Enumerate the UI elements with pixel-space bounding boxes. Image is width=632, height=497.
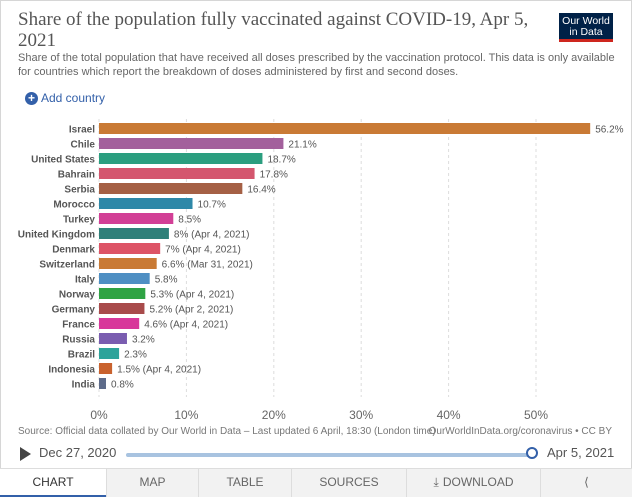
bar (99, 363, 113, 374)
bar (99, 213, 174, 224)
source-note: Source: Official data collated by Our Wo… (18, 426, 436, 437)
bar (99, 153, 263, 164)
site-link[interactable]: OurWorldInData.org/coronavirus • CC BY (428, 426, 612, 437)
category-label: Italy (75, 275, 95, 286)
bar (99, 258, 157, 269)
category-label: United Kingdom (18, 230, 95, 241)
chart-subtitle: Share of the total population that have … (18, 52, 615, 78)
x-tick-label: 20% (262, 408, 286, 422)
value-label: 10.7% (198, 200, 226, 211)
plus-circle-icon: + (25, 91, 38, 105)
timeline: Dec 27, 2020 Apr 5, 2021 (0, 444, 632, 464)
x-tick-label: 30% (349, 408, 373, 422)
category-label: Norway (59, 290, 96, 301)
category-label: Denmark (52, 245, 95, 256)
bar (99, 348, 120, 359)
value-label: 8% (Apr 4, 2021) (174, 230, 250, 241)
logo-line-1: Our World (562, 15, 610, 27)
value-label: 6.6% (Mar 31, 2021) (162, 260, 253, 271)
chart-title: Share of the population fully vaccinated… (18, 9, 529, 51)
category-label: Israel (69, 125, 95, 136)
timeline-end-label: Apr 5, 2021 (547, 445, 615, 460)
value-label: 21.1% (288, 140, 316, 151)
bar (99, 378, 106, 389)
bar (99, 183, 243, 194)
value-label: 7% (Apr 4, 2021) (165, 245, 241, 256)
category-label: Russia (62, 335, 95, 346)
category-label: India (72, 380, 96, 391)
x-tick-label: 50% (524, 408, 548, 422)
value-label: 4.6% (Apr 4, 2021) (144, 320, 228, 331)
timeline-handle[interactable] (526, 447, 538, 459)
tab-download[interactable]: ⤓ DOWNLOAD (406, 469, 540, 497)
download-icon: ⤓ (433, 475, 439, 489)
bar (99, 138, 284, 149)
value-label: 18.7% (267, 155, 295, 166)
bar (99, 243, 161, 254)
bar (99, 168, 255, 179)
value-label: 5.3% (Apr 4, 2021) (150, 290, 234, 301)
category-label: Indonesia (48, 365, 95, 376)
value-label: 56.2% (595, 125, 623, 136)
category-label: Turkey (63, 215, 95, 226)
value-label: 17.8% (260, 170, 288, 181)
category-label: Bahrain (58, 170, 95, 181)
bar (99, 123, 591, 134)
value-label: 2.3% (124, 350, 147, 361)
category-label: Serbia (64, 185, 95, 196)
category-label: Brazil (68, 350, 95, 361)
category-label: Chile (71, 140, 96, 151)
add-country-button[interactable]: + Add country (25, 91, 105, 105)
bar (99, 288, 146, 299)
x-tick-label: 40% (437, 408, 461, 422)
play-icon[interactable] (20, 447, 31, 461)
logo-line-2: in Data (569, 26, 603, 38)
bar-chart: 0% 10% 20% 30% 40% 50% Israel 56.2% Chile 21.1% Un… (18, 119, 624, 422)
category-label: Morocco (53, 200, 95, 211)
owid-logo[interactable]: Our World in Data (559, 13, 613, 42)
bar (99, 273, 150, 284)
category-label: Germany (52, 305, 96, 316)
timeline-track[interactable] (126, 453, 531, 457)
bar (99, 333, 127, 344)
category-label: France (62, 320, 95, 331)
tab-chart[interactable]: CHART (0, 469, 106, 497)
value-label: 16.4% (247, 185, 275, 196)
timeline-start-label: Dec 27, 2020 (39, 445, 117, 460)
x-tick-label: 10% (174, 408, 198, 422)
value-label: 8.5% (178, 215, 201, 226)
tab-download-label: DOWNLOAD (442, 475, 514, 489)
value-label: 3.2% (132, 335, 155, 346)
bar (99, 318, 140, 329)
tab-bar: CHART MAP TABLE SOURCES ⤓ DOWNLOAD ⟨ (0, 468, 632, 497)
bar (99, 228, 169, 239)
tab-map[interactable]: MAP (106, 469, 198, 497)
tab-sources[interactable]: SOURCES (291, 469, 406, 497)
share-icon: ⟨ (584, 475, 589, 489)
tab-table[interactable]: TABLE (198, 469, 291, 497)
add-country-label: Add country (41, 91, 106, 105)
category-label: United States (31, 155, 95, 166)
value-label: 5.2% (Apr 2, 2021) (149, 305, 233, 316)
value-label: 5.8% (155, 275, 178, 286)
x-tick-label: 0% (90, 408, 108, 422)
value-label: 0.8% (111, 380, 134, 391)
share-button[interactable]: ⟨ (540, 469, 632, 497)
bar (99, 303, 145, 314)
bar (99, 198, 193, 209)
category-label: Switzerland (39, 260, 95, 271)
value-label: 1.5% (Apr 4, 2021) (117, 365, 201, 376)
